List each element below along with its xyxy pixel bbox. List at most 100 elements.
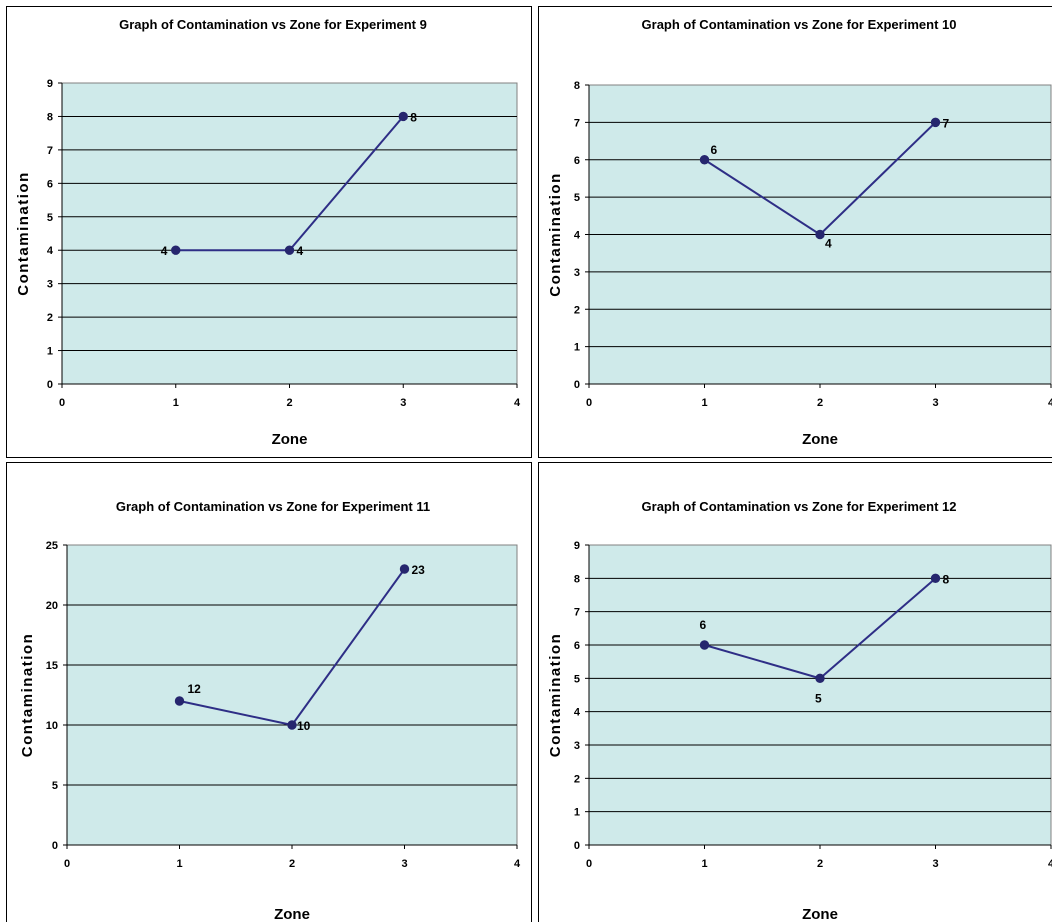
x-tick-label: 1 bbox=[701, 397, 707, 409]
data-label: 6 bbox=[711, 143, 718, 157]
y-tick-label: 2 bbox=[47, 312, 53, 324]
y-tick-label: 5 bbox=[574, 192, 580, 204]
x-tick-label: 2 bbox=[286, 397, 292, 409]
chart-title: Graph of Contamination vs Zone for Exper… bbox=[642, 499, 957, 514]
y-axis-label: Contamination bbox=[19, 633, 36, 758]
y-tick-label: 3 bbox=[574, 267, 580, 279]
y-tick-label: 0 bbox=[47, 379, 53, 391]
y-tick-label: 9 bbox=[47, 78, 53, 90]
chart-title: Graph of Contamination vs Zone for Exper… bbox=[642, 17, 957, 32]
x-tick-label: 3 bbox=[932, 858, 938, 870]
x-tick-label: 1 bbox=[701, 858, 707, 870]
data-point bbox=[398, 111, 408, 122]
data-point bbox=[287, 720, 297, 730]
chart-panel-experiment-10: Graph of Contamination vs Zone for Exper… bbox=[538, 6, 1052, 458]
y-tick-label: 1 bbox=[574, 342, 580, 354]
y-tick-label: 2 bbox=[574, 773, 580, 785]
y-tick-label: 7 bbox=[574, 607, 580, 619]
y-tick-label: 5 bbox=[52, 780, 58, 792]
data-point bbox=[284, 245, 295, 255]
y-tick-label: 2 bbox=[574, 304, 580, 316]
y-tick-label: 8 bbox=[47, 111, 53, 123]
y-tick-label: 0 bbox=[52, 840, 58, 852]
y-axis-label: Contamination bbox=[15, 171, 32, 296]
y-tick-label: 0 bbox=[574, 840, 580, 852]
y-axis-label: Contamination bbox=[547, 633, 564, 758]
plot-area bbox=[588, 544, 1052, 846]
data-label: 4 bbox=[297, 244, 304, 258]
x-axis-label: Zone bbox=[802, 431, 838, 448]
y-tick-label: 8 bbox=[574, 573, 580, 585]
chart-panel-experiment-9: Graph of Contamination vs Zone for Exper… bbox=[6, 6, 532, 458]
chart-svg: Graph of Contamination vs Zone for Exper… bbox=[547, 499, 1052, 923]
data-point bbox=[930, 573, 941, 584]
x-axis-label: Zone bbox=[274, 906, 310, 923]
chart-svg: Graph of Contamination vs Zone for Exper… bbox=[547, 17, 1052, 448]
x-tick-label: 4 bbox=[514, 858, 521, 870]
chart-title: Graph of Contamination vs Zone for Exper… bbox=[119, 17, 427, 32]
y-tick-label: 0 bbox=[574, 379, 580, 391]
plot-area bbox=[66, 544, 518, 846]
data-label: 7 bbox=[943, 116, 950, 130]
x-tick-label: 0 bbox=[586, 397, 592, 409]
data-label: 4 bbox=[825, 237, 832, 251]
y-tick-label: 15 bbox=[46, 660, 58, 672]
data-label: 8 bbox=[943, 572, 950, 586]
data-point bbox=[699, 155, 710, 165]
x-tick-label: 0 bbox=[64, 858, 70, 870]
y-tick-label: 7 bbox=[47, 145, 53, 157]
data-label: 5 bbox=[815, 691, 822, 705]
y-tick-label: 25 bbox=[46, 540, 58, 552]
data-point bbox=[930, 117, 941, 128]
y-tick-label: 9 bbox=[574, 540, 580, 552]
x-tick-label: 2 bbox=[289, 858, 295, 870]
chart-svg: Graph of Contamination vs Zone for Exper… bbox=[19, 499, 521, 923]
y-tick-label: 6 bbox=[47, 178, 53, 190]
x-tick-label: 3 bbox=[400, 397, 406, 409]
x-axis-label: Zone bbox=[802, 906, 838, 923]
chart-panel-experiment-11: Graph of Contamination vs Zone for Exper… bbox=[6, 462, 532, 923]
data-label: 12 bbox=[188, 682, 202, 696]
y-tick-label: 5 bbox=[47, 212, 53, 224]
x-tick-label: 4 bbox=[1048, 858, 1052, 870]
chart-svg: Graph of Contamination vs Zone for Exper… bbox=[15, 17, 521, 448]
x-tick-label: 3 bbox=[401, 858, 407, 870]
y-tick-label: 4 bbox=[47, 245, 54, 257]
y-tick-label: 1 bbox=[574, 807, 580, 819]
data-point bbox=[815, 229, 825, 240]
x-tick-label: 4 bbox=[514, 397, 521, 409]
y-axis-label: Contamination bbox=[547, 172, 564, 297]
plot-area bbox=[61, 82, 518, 385]
y-tick-label: 6 bbox=[574, 155, 580, 167]
y-tick-label: 20 bbox=[46, 600, 58, 612]
y-tick-label: 7 bbox=[574, 117, 580, 129]
data-point bbox=[815, 673, 825, 684]
data-point bbox=[171, 245, 181, 255]
data-point bbox=[399, 564, 410, 574]
data-point bbox=[699, 640, 710, 650]
y-tick-label: 4 bbox=[574, 707, 581, 719]
y-tick-label: 8 bbox=[574, 80, 580, 92]
data-point bbox=[174, 696, 185, 706]
y-tick-label: 6 bbox=[574, 640, 580, 652]
y-tick-label: 4 bbox=[574, 230, 581, 242]
data-label: 23 bbox=[412, 563, 426, 577]
x-tick-label: 1 bbox=[173, 397, 179, 409]
x-tick-label: 1 bbox=[176, 858, 182, 870]
y-tick-label: 10 bbox=[46, 720, 58, 732]
y-tick-label: 1 bbox=[47, 346, 53, 358]
x-tick-label: 0 bbox=[59, 397, 65, 409]
x-tick-label: 3 bbox=[932, 397, 938, 409]
y-tick-label: 5 bbox=[574, 673, 580, 685]
data-label: 10 bbox=[297, 719, 311, 733]
y-tick-label: 3 bbox=[574, 740, 580, 752]
data-label: 4 bbox=[161, 244, 168, 258]
chart-panel-experiment-12: Graph of Contamination vs Zone for Exper… bbox=[538, 462, 1052, 923]
x-axis-label: Zone bbox=[272, 431, 308, 448]
x-tick-label: 2 bbox=[817, 858, 823, 870]
chart-title: Graph of Contamination vs Zone for Exper… bbox=[116, 499, 430, 514]
x-tick-label: 2 bbox=[817, 397, 823, 409]
data-label: 8 bbox=[410, 110, 417, 124]
x-tick-label: 0 bbox=[586, 858, 592, 870]
